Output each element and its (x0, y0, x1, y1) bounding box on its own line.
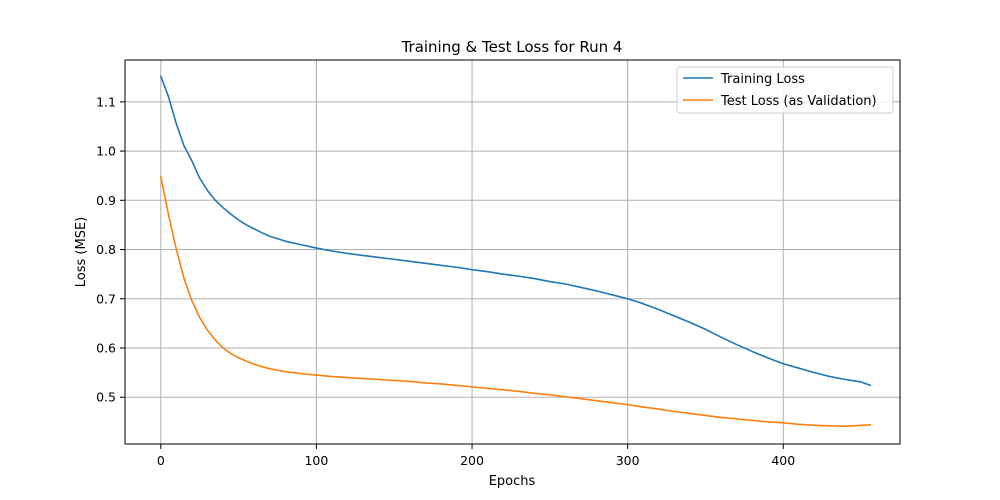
legend-box (676, 66, 894, 114)
test-loss-line (159, 175, 872, 428)
legend-label-test: Test Loss (as Validation) (720, 94, 877, 109)
y-tick-label: 1.1 (96, 94, 116, 109)
legend: Training Loss Test Loss (as Validation) (676, 66, 894, 114)
series-lines (159, 75, 872, 428)
y-axis-label: Loss (MSE) (74, 217, 89, 287)
axis-ticks: 0 100 200 300 400 0.5 0.6 0.7 0.8 0.9 1.0 1.1 (96, 94, 795, 468)
x-axis-label: Epochs (489, 474, 536, 489)
x-tick-label: 0 (157, 453, 165, 468)
grid-lines (125, 60, 900, 444)
y-tick-label: 0.8 (96, 242, 116, 257)
y-tick-label: 0.7 (96, 291, 116, 306)
y-tick-label: 1.0 (96, 144, 116, 159)
y-tick-label: 0.6 (96, 341, 116, 356)
x-tick-label: 300 (616, 453, 640, 468)
training-loss-line (159, 75, 872, 387)
x-tick-label: 100 (304, 453, 328, 468)
legend-label-training: Training Loss (720, 72, 805, 87)
x-tick-label: 200 (460, 453, 484, 468)
plot-frame (124, 59, 901, 445)
y-tick-label: 0.9 (96, 193, 116, 208)
y-tick-label: 0.5 (96, 390, 116, 405)
chart-title: Training & Test Loss for Run 4 (401, 38, 623, 56)
x-tick-label: 400 (771, 453, 795, 468)
